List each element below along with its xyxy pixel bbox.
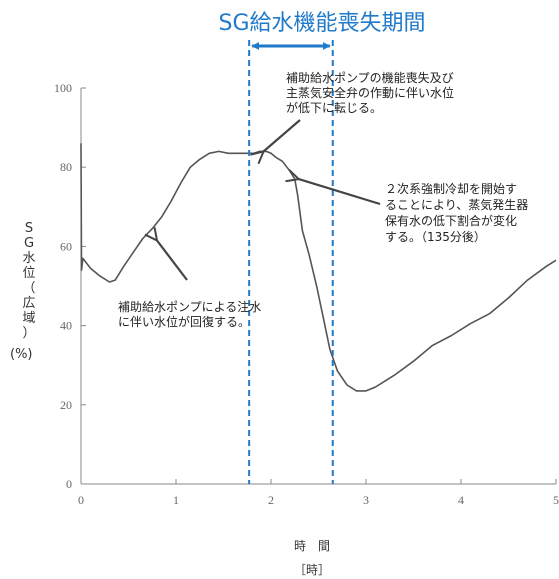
y-tick-label: 40 [60,319,72,333]
series [80,143,557,392]
annotation-text-line: ることにより、蒸気発生器 [385,197,528,212]
y-axis-unit: (%) [10,347,33,362]
y-axis-label-char: S [25,221,33,236]
annotation-text-line: ２次系強制冷却を開始す [385,182,517,196]
annotation-arrow [264,119,301,151]
y-axis-label-char: 域 [22,311,35,326]
y-axis-label-char: 水 [22,251,35,266]
y-tick-label: 0 [66,477,72,491]
annotation-text-line: 補助給水ポンプによる注水 [118,299,261,314]
annotation-text-line: が低下に転じる。 [286,100,382,115]
ticks: 0 1 2 3 4 5 0 20 40 60 80 100 [54,81,559,507]
x-tick-label: 5 [553,493,559,507]
x-axis-unit: ［時］ [294,563,330,577]
y-axis-label-char: 位 [22,266,35,281]
annotation-text-line: に伴い水位が回復する。 [118,314,250,329]
annotation-arrow [299,179,381,206]
y-axis-label-char: G [24,236,34,251]
period-markers [248,40,334,484]
series-line [80,143,557,392]
annotation-arrow [157,241,188,281]
y-tick-label: 20 [60,398,72,412]
annotation-text-line: する。（135分後） [385,230,486,244]
x-tick-label: 1 [173,493,179,507]
y-axis-label-char: ） [22,326,35,341]
annotation-text-line: 保有水の低下割合が変化 [385,213,517,228]
y-tick-label: 60 [60,239,72,253]
annotation-text-line: 主蒸気安全弁の作動に伴い水位 [286,85,454,100]
annotation-text-line: 補助給水ポンプの機能喪失及び [286,70,454,85]
y-axis-label-char: （ [22,281,35,296]
chart-title: SG給水機能喪失期間 [218,11,425,36]
x-axis-label: 時 間 [294,539,330,553]
x-tick-label: 3 [363,493,369,507]
y-axis-label-char: 広 [22,296,35,311]
y-tick-label: 80 [60,160,72,174]
x-tick-label: 0 [78,493,84,507]
y-tick-label: 100 [54,81,72,95]
x-tick-label: 4 [458,493,464,507]
x-tick-label: 2 [268,493,274,507]
axes [80,88,556,485]
